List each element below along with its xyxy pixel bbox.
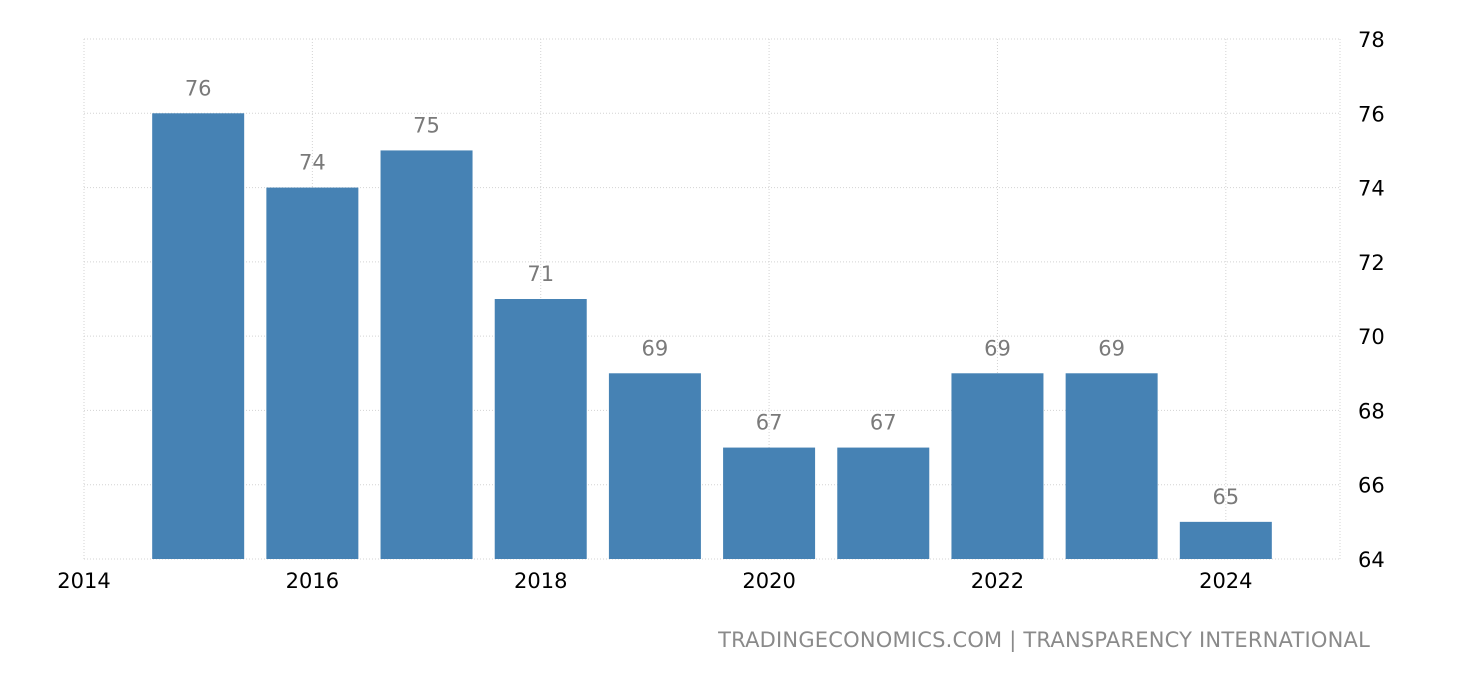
x-tick-label: 2014 <box>57 569 110 593</box>
bar-2015 <box>152 113 245 560</box>
data-label-2020: 67 <box>756 411 783 435</box>
data-label-2021: 67 <box>870 411 897 435</box>
x-tick-label: 2022 <box>971 569 1024 593</box>
bar-2022 <box>951 373 1044 559</box>
y-tick-label: 72 <box>1358 251 1385 275</box>
data-label-2017: 75 <box>413 113 440 137</box>
x-axis-ticks: 2014 2016 2018 2020 2022 2024 <box>57 569 1252 593</box>
x-tick-label: 2018 <box>514 569 567 593</box>
y-tick-label: 76 <box>1358 102 1385 126</box>
bar-2023 <box>1065 373 1158 559</box>
bar-2019 <box>608 373 701 559</box>
y-tick-label: 66 <box>1358 474 1385 498</box>
data-label-2023: 69 <box>1098 336 1125 360</box>
data-labels: 76 74 75 71 69 67 67 69 69 65 <box>185 76 1239 509</box>
x-tick-label: 2020 <box>742 569 795 593</box>
x-tick-label: 2024 <box>1199 569 1252 593</box>
data-label-2018: 71 <box>527 262 554 286</box>
y-tick-label: 78 <box>1358 28 1385 52</box>
bar-chart: 76 74 75 71 69 67 67 69 69 65 64 66 68 70 72 74 76 78 20… <box>57 28 1385 593</box>
grid-lines <box>83 38 1341 560</box>
bar-2024 <box>1179 521 1272 559</box>
data-label-2024: 65 <box>1212 485 1239 509</box>
bars <box>152 113 1272 560</box>
data-label-2015: 76 <box>185 76 212 100</box>
bar-2021 <box>837 447 930 559</box>
y-tick-label: 74 <box>1358 177 1385 201</box>
bar-2018 <box>494 299 587 559</box>
data-label-2016: 74 <box>299 151 326 175</box>
data-label-2019: 69 <box>642 336 669 360</box>
y-axis-ticks: 64 66 68 70 72 74 76 78 <box>1358 28 1385 572</box>
y-tick-label: 64 <box>1358 548 1385 572</box>
data-label-2022: 69 <box>984 336 1011 360</box>
bar-2016 <box>266 187 359 560</box>
y-tick-label: 68 <box>1358 399 1385 423</box>
x-tick-label: 2016 <box>286 569 339 593</box>
y-tick-label: 70 <box>1358 325 1385 349</box>
bar-2017 <box>380 150 473 559</box>
bar-2020 <box>723 447 816 559</box>
source-attribution: TRADINGECONOMICS.COM | TRANSPARENCY INTE… <box>718 628 1370 652</box>
